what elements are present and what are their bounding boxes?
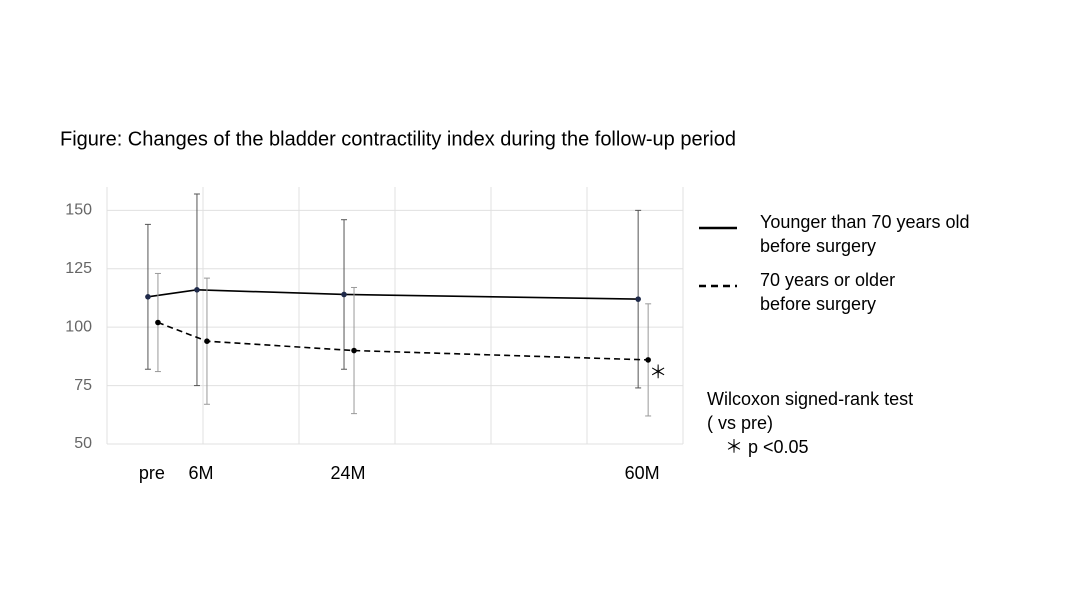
series-line <box>147 288 639 300</box>
point <box>194 287 200 293</box>
note-line: ＊ p <0.05 <box>725 437 809 457</box>
point <box>155 319 161 326</box>
chart-title: Figure: Changes of the bladder contracti… <box>60 128 736 150</box>
y-tick-label: 75 <box>74 377 92 394</box>
point <box>341 291 347 298</box>
x-tick-label: 24M <box>331 463 366 483</box>
point <box>204 338 210 345</box>
legend-label: Younger than 70 years old before surgery <box>760 212 970 256</box>
point <box>635 296 641 302</box>
x-tick-label: pre <box>139 463 165 483</box>
y-tick-label: 100 <box>65 318 92 335</box>
point <box>645 357 651 363</box>
annotation: ＊ <box>649 363 667 383</box>
note-line: ( vs pre) <box>707 413 774 433</box>
note: Wilcoxon signed-rank test ( vs pre) ＊ p … <box>707 387 913 459</box>
point <box>351 347 357 354</box>
x-tick-label: 60M <box>625 463 660 483</box>
y-tick-label: 150 <box>65 202 92 219</box>
legend-label: 70 years or older before surgery <box>760 270 896 314</box>
series-line <box>157 321 649 361</box>
y-tick-label: 50 <box>74 435 92 452</box>
point <box>145 294 151 300</box>
y-tick-label: 125 <box>65 260 92 277</box>
note-line: Wilcoxon signed-rank test <box>707 389 914 409</box>
x-tick-label: 6M <box>188 463 213 483</box>
